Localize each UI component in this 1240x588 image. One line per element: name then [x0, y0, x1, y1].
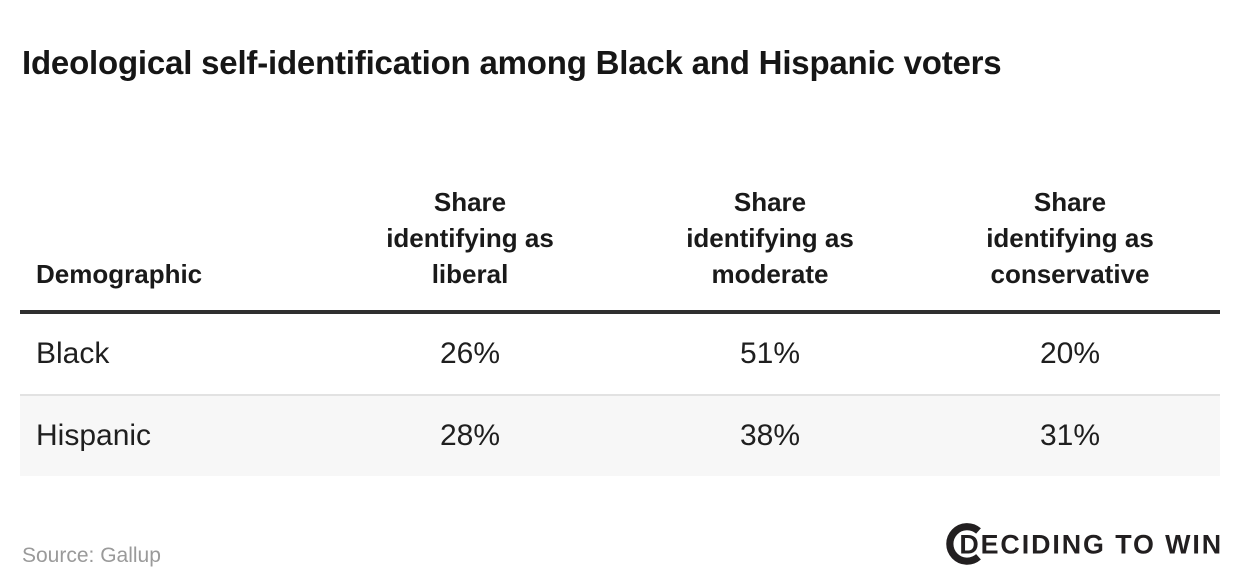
cell-conservative: 31%	[1039, 419, 1101, 452]
cell-moderate: 51%	[739, 337, 801, 370]
column-header-liberal-label: Share identifying as liberal	[386, 187, 554, 289]
table-row-black: Black 26% 51% 20%	[20, 312, 1220, 395]
column-header-liberal: Share identifying as liberal	[320, 160, 620, 314]
logo-wordmark: DECIDING TO WIN	[959, 530, 1222, 560]
logo-c-ring-icon	[946, 523, 981, 565]
cell-moderate: 38%	[739, 419, 801, 452]
cell-demographic: Hispanic	[36, 419, 152, 452]
cell-liberal: 26%	[439, 337, 501, 370]
column-header-demographic: Demographic	[20, 160, 320, 314]
data-table: Demographic Share identifying as liberal…	[20, 160, 1220, 476]
source-attribution: Source: Gallup	[22, 544, 161, 567]
deciding-to-win-logo: DECIDING TO WIN	[946, 523, 1222, 565]
page-title: Ideological self-identification among Bl…	[22, 44, 1002, 82]
column-header-conservative-label: Share identifying as conservative	[986, 187, 1154, 289]
table-row-hispanic: Hispanic 28% 38% 31%	[20, 395, 1220, 476]
cell-liberal: 28%	[439, 419, 501, 452]
table-header-row: Demographic Share identifying as liberal…	[20, 160, 1220, 314]
column-header-moderate: Share identifying as moderate	[620, 160, 920, 314]
cell-demographic: Black	[36, 337, 110, 370]
column-header-conservative: Share identifying as conservative	[920, 160, 1220, 314]
column-header-moderate-label: Share identifying as moderate	[686, 187, 854, 289]
cell-conservative: 20%	[1039, 337, 1101, 370]
